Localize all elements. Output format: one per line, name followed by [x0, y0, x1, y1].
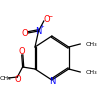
Text: O: O — [22, 29, 28, 38]
Text: O: O — [44, 16, 50, 25]
Text: N: N — [49, 77, 55, 86]
Text: CH₃: CH₃ — [85, 69, 97, 74]
Text: O: O — [14, 74, 21, 84]
Text: O: O — [18, 47, 25, 56]
Text: CH₃: CH₃ — [0, 75, 12, 81]
Text: +: + — [40, 25, 44, 29]
Text: CH₃: CH₃ — [85, 42, 97, 46]
Text: −: − — [48, 13, 53, 19]
Text: N: N — [35, 26, 42, 36]
